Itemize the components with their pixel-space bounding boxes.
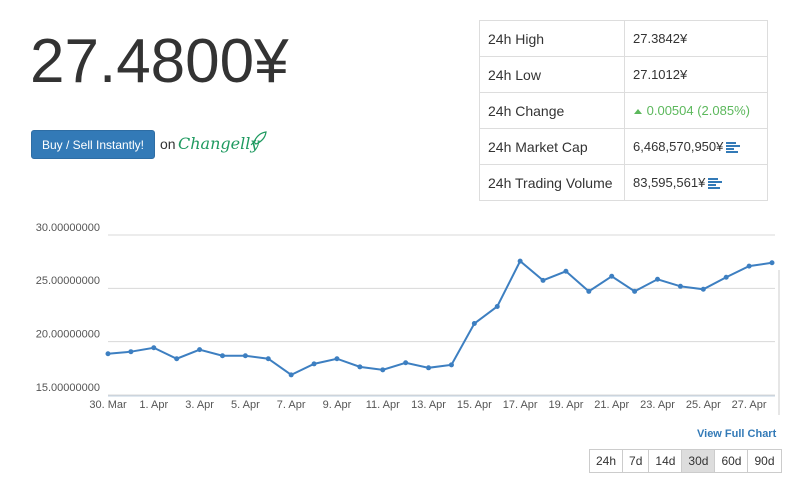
price: 27.4800¥ <box>30 27 289 96</box>
range-button[interactable]: 90d <box>747 449 782 473</box>
rocket-icon <box>250 131 267 146</box>
data-point <box>700 286 706 292</box>
stat-label: 24h High <box>479 20 625 57</box>
up-arrow <box>634 109 642 114</box>
stats-row: 24h High 27.3842¥ <box>479 20 768 57</box>
partner-logo[interactable]: Changelly <box>178 134 260 153</box>
data-point <box>448 362 454 368</box>
stat-value: 0.00504 (2.085%) <box>646 103 750 118</box>
x-tick-label: 21. Apr <box>594 399 629 411</box>
buy-button[interactable]: Buy / Sell Instantly! <box>31 130 155 159</box>
x-tick-label: 13. Apr <box>411 399 446 411</box>
stat-label: 24h Low <box>479 56 625 93</box>
stat-value-cell: 27.1012¥ <box>624 56 768 93</box>
data-point <box>357 364 363 370</box>
y-tick-label: 30.00000000 <box>36 222 100 234</box>
stats-table: 24h High 27.3842¥ 24h Low 27.1012¥ 24h Chang… <box>479 20 768 201</box>
y-tick-label: 15.00000000 <box>36 382 100 394</box>
range-button[interactable]: 14d <box>648 449 683 473</box>
data-point <box>746 263 752 269</box>
data-point <box>311 361 317 367</box>
data-point <box>242 353 248 359</box>
data-point <box>517 258 523 264</box>
stats-row: 24h Change 0.00504 (2.085%) <box>479 92 768 129</box>
chart-icon[interactable] <box>708 178 723 190</box>
stat-value-cell: 0.00504 (2.085%) <box>624 92 768 129</box>
y-tick-label: 25.00000000 <box>36 275 100 287</box>
data-point <box>151 345 157 351</box>
data-point <box>632 288 638 294</box>
x-tick-label: 15. Apr <box>457 399 492 411</box>
data-point <box>288 372 294 378</box>
x-tick-label: 30. Mar <box>89 399 127 411</box>
data-point <box>586 288 592 294</box>
data-point <box>219 353 225 359</box>
stat-label: 24h Change <box>479 92 625 129</box>
data-point <box>403 360 409 366</box>
range-buttons: 24h 7d 14d 30d 60d 90d <box>589 449 782 473</box>
stat-value: 6,468,570,950¥ <box>633 139 724 154</box>
stats-row: 24h Low 27.1012¥ <box>479 56 768 93</box>
stats-row: 24h Trading Volume 83,595,561¥ <box>479 164 768 201</box>
stats-row: 24h Market Cap 6,468,570,950¥ <box>479 128 768 165</box>
range-button[interactable]: 7d <box>622 449 650 473</box>
data-point <box>609 273 615 279</box>
price-line <box>107 259 773 376</box>
data-point <box>494 303 500 309</box>
x-tick-label: 25. Apr <box>686 399 721 411</box>
x-tick-label: 9. Apr <box>323 399 352 411</box>
x-tick-label: 5. Apr <box>231 399 260 411</box>
stat-value-cell: 6,468,570,950¥ <box>624 128 768 165</box>
stat-label: 24h Market Cap <box>479 128 625 165</box>
stat-value: 83,595,561¥ <box>633 175 706 190</box>
y-tick-label: 20.00000000 <box>36 329 100 341</box>
data-point <box>655 276 661 282</box>
stat-label: 24h Trading Volume <box>479 164 625 201</box>
price-chart: 15.00000000 20.00000000 25.00000000 30.0000… <box>36 222 780 415</box>
stat-value-cell: 83,595,561¥ <box>624 164 768 201</box>
x-tick-label: 11. Apr <box>366 399 400 411</box>
data-point <box>723 274 729 280</box>
range-button[interactable]: 30d <box>681 449 716 473</box>
data-point <box>426 365 432 371</box>
data-point <box>769 260 775 266</box>
x-tick-label: 7. Apr <box>277 399 306 411</box>
chart-icon[interactable] <box>726 142 741 154</box>
data-point <box>540 277 546 283</box>
data-point <box>265 356 271 362</box>
view-full-chart-link[interactable]: View Full Chart <box>697 428 777 440</box>
data-point <box>380 367 386 373</box>
data-point <box>471 321 477 327</box>
x-tick-label: 3. Apr <box>185 399 214 411</box>
range-button[interactable]: 24h <box>589 449 624 473</box>
x-tick-label: 1. Apr <box>139 399 168 411</box>
x-tick-label: 23. Apr <box>640 399 675 411</box>
data-point <box>677 283 683 289</box>
x-tick-label: 19. Apr <box>549 399 584 411</box>
on-text: on <box>160 136 176 152</box>
data-point <box>174 356 180 362</box>
stat-value: 27.1012¥ <box>633 67 688 82</box>
data-point <box>105 351 111 357</box>
x-tick-label: 17. Apr <box>503 399 538 411</box>
data-point <box>334 356 340 362</box>
x-tick-label: 27. Apr <box>732 399 767 411</box>
range-button[interactable]: 60d <box>714 449 749 473</box>
stat-value: 27.3842¥ <box>633 31 688 46</box>
data-point <box>128 349 134 355</box>
stat-value-cell: 27.3842¥ <box>624 20 768 57</box>
data-point <box>197 347 203 353</box>
data-point <box>563 268 569 274</box>
